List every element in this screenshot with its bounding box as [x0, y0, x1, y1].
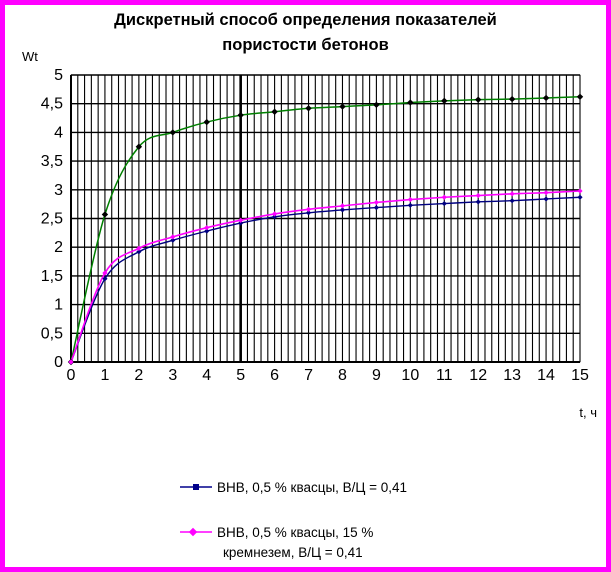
svg-text:Wt: Wt [22, 49, 38, 64]
svg-text:0,5: 0,5 [41, 325, 63, 342]
svg-text:14: 14 [537, 367, 555, 384]
svg-text:BHB, 0,5 % квасцы, 15 %: BHB, 0,5 % квасцы, 15 % [217, 525, 373, 540]
svg-text:3: 3 [168, 367, 177, 384]
svg-text:1,5: 1,5 [41, 268, 63, 285]
svg-text:t, ч: t, ч [579, 405, 597, 420]
svg-text:4: 4 [202, 367, 211, 384]
svg-text:3: 3 [54, 182, 63, 199]
svg-text:0: 0 [54, 354, 63, 371]
svg-text:1: 1 [54, 297, 63, 314]
svg-text:3,5: 3,5 [41, 153, 63, 170]
svg-text:кремнезем, В/Ц = 0,41: кремнезем, В/Ц = 0,41 [223, 545, 363, 560]
svg-text:5: 5 [54, 67, 63, 84]
svg-text:5: 5 [236, 367, 245, 384]
svg-text:6: 6 [270, 367, 279, 384]
svg-text:12: 12 [469, 367, 487, 384]
svg-text:2: 2 [134, 367, 143, 384]
svg-text:2: 2 [54, 239, 63, 256]
svg-text:0: 0 [67, 367, 76, 384]
svg-text:10: 10 [401, 367, 419, 384]
svg-text:4: 4 [54, 124, 63, 141]
svg-text:8: 8 [338, 367, 347, 384]
svg-text:11: 11 [436, 367, 453, 384]
svg-text:9: 9 [372, 367, 381, 384]
svg-text:7: 7 [304, 367, 313, 384]
svg-text:13: 13 [503, 367, 521, 384]
svg-text:1: 1 [100, 367, 109, 384]
svg-text:4,5: 4,5 [41, 96, 63, 113]
svg-text:15: 15 [571, 367, 589, 384]
svg-text:2,5: 2,5 [41, 211, 63, 228]
svg-text:BHB, 0,5 % квасцы, В/Ц = 0,41: BHB, 0,5 % квасцы, В/Ц = 0,41 [217, 480, 407, 495]
